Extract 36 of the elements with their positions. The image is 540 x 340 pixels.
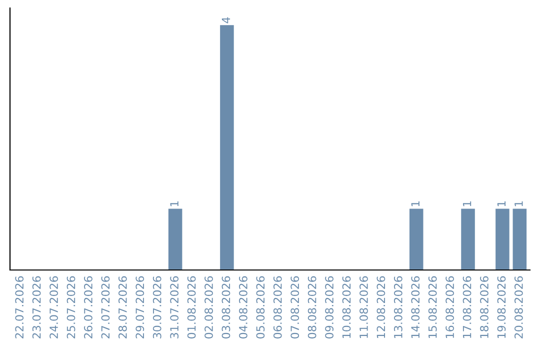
x-tick-label: 31.07.2026 (170, 276, 179, 338)
x-tick-label: 16.08.2026 (446, 276, 454, 338)
x-tick-label: 12.08.2026 (376, 276, 386, 338)
x-tick-label: 17.08.2026 (462, 276, 472, 338)
x-tick-label: 01.08.2026 (187, 276, 196, 338)
x-tick-label: 13.08.2026 (394, 276, 402, 338)
x-tick-label: 19.08.2026 (497, 276, 506, 338)
data-label: 1 (462, 201, 472, 206)
x-tick-label: 04.08.2026 (238, 276, 248, 338)
x-tick-label: 03.08.2026 (222, 276, 230, 338)
x-tick-label: 06.08.2026 (273, 276, 282, 338)
x-tick-label: 20.08.2026 (514, 276, 523, 338)
x-tick-label: 14.08.2026 (411, 276, 420, 338)
data-label: 4 (222, 17, 230, 24)
data-label: 1 (497, 201, 506, 206)
x-tick-label: 10.08.2026 (342, 276, 351, 338)
data-label: 1 (170, 201, 178, 206)
x-tick-label: 26.07.2026 (84, 276, 92, 338)
x-tick-label: 02.08.2026 (204, 276, 213, 338)
x-tick-label: 22.07.2026 (15, 276, 24, 338)
x-tick-label: 08.08.2026 (308, 276, 316, 338)
x-tick-label: 25.07.2026 (66, 276, 76, 338)
x-tick-label: 07.08.2026 (290, 276, 300, 338)
x-tick-label: 11.08.2026 (360, 276, 368, 338)
x-tick-label: 15.08.2026 (428, 276, 437, 338)
data-label: 1 (411, 201, 420, 206)
x-tick-label: 27.07.2026 (101, 276, 110, 338)
x-tick-label: 09.08.2026 (325, 276, 334, 338)
x-tick-label: 24.07.2026 (50, 276, 58, 338)
x-tick-label: 05.08.2026 (256, 276, 265, 338)
x-tick-label: 18.08.2026 (480, 276, 488, 338)
x-tick-label: 23.07.2026 (32, 276, 41, 338)
x-tick-label: 30.07.2026 (152, 276, 162, 338)
x-tick-label: 29.07.2026 (136, 276, 144, 338)
data-label: 1 (514, 201, 523, 206)
x-tick-label: 28.07.2026 (118, 276, 127, 338)
